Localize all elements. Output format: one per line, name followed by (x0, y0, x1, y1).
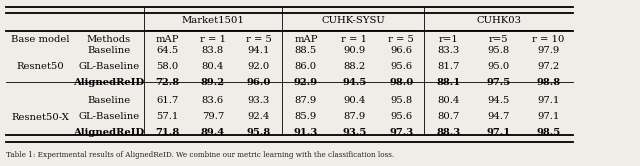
Text: Resnet50-X: Resnet50-X (11, 113, 69, 122)
Text: 90.9: 90.9 (343, 46, 365, 55)
Text: 64.5: 64.5 (156, 46, 178, 55)
Text: r = 1: r = 1 (341, 35, 367, 44)
Text: 97.5: 97.5 (486, 78, 511, 87)
Text: 98.8: 98.8 (536, 78, 560, 87)
Text: 92.0: 92.0 (248, 62, 269, 71)
Text: 94.5: 94.5 (342, 78, 367, 87)
Text: 90.4: 90.4 (343, 96, 365, 105)
Text: 58.0: 58.0 (156, 62, 178, 71)
Text: 80.7: 80.7 (438, 112, 460, 121)
Text: r = 1: r = 1 (200, 35, 226, 44)
Text: CUHK-SYSU: CUHK-SYSU (321, 16, 385, 25)
Text: Baseline: Baseline (87, 96, 131, 105)
Text: Base model: Base model (11, 35, 69, 44)
Text: Table 1: Experimental results of AlignedReID. We combine our metric learning wit: Table 1: Experimental results of Aligned… (6, 151, 394, 159)
Text: r=1: r=1 (439, 35, 459, 44)
Text: 94.7: 94.7 (488, 112, 509, 121)
Text: 79.7: 79.7 (202, 112, 224, 121)
Text: 93.5: 93.5 (342, 128, 367, 137)
Text: 91.3: 91.3 (294, 128, 318, 137)
Text: 71.8: 71.8 (155, 128, 179, 137)
Text: GL-Baseline: GL-Baseline (78, 62, 140, 71)
Text: AlignedReID: AlignedReID (73, 78, 145, 87)
Text: AlignedReID: AlignedReID (73, 128, 145, 137)
Text: 96.0: 96.0 (246, 78, 271, 87)
Text: 83.3: 83.3 (438, 46, 460, 55)
Text: 96.6: 96.6 (390, 46, 412, 55)
Text: 72.8: 72.8 (155, 78, 179, 87)
Text: 88.2: 88.2 (343, 62, 365, 71)
Text: 83.8: 83.8 (202, 46, 224, 55)
Text: 97.1: 97.1 (537, 112, 559, 121)
Text: r=5: r=5 (489, 35, 508, 44)
Text: GL-Baseline: GL-Baseline (78, 112, 140, 121)
Text: 57.1: 57.1 (156, 112, 178, 121)
Text: 97.1: 97.1 (486, 128, 511, 137)
Text: 87.9: 87.9 (343, 112, 365, 121)
Text: 97.1: 97.1 (537, 96, 559, 105)
Text: 94.5: 94.5 (488, 96, 509, 105)
Text: 98.5: 98.5 (536, 128, 560, 137)
Text: 86.0: 86.0 (295, 62, 317, 71)
Text: 80.4: 80.4 (202, 62, 224, 71)
Text: 98.0: 98.0 (389, 78, 413, 87)
Text: 85.9: 85.9 (295, 112, 317, 121)
Text: 83.6: 83.6 (202, 96, 224, 105)
Text: mAP: mAP (294, 35, 317, 44)
Text: Methods: Methods (87, 35, 131, 44)
Text: 87.9: 87.9 (295, 96, 317, 105)
Text: 61.7: 61.7 (156, 96, 178, 105)
Text: 81.7: 81.7 (438, 62, 460, 71)
Text: r = 5: r = 5 (388, 35, 414, 44)
Text: Market1501: Market1501 (181, 16, 244, 25)
Text: 89.4: 89.4 (201, 128, 225, 137)
Text: 97.3: 97.3 (389, 128, 413, 137)
Text: 92.9: 92.9 (294, 78, 318, 87)
Text: Resnet50: Resnet50 (16, 62, 64, 71)
Text: 88.1: 88.1 (437, 78, 461, 87)
Text: 95.8: 95.8 (390, 96, 412, 105)
Text: 95.6: 95.6 (390, 112, 412, 121)
Text: 97.2: 97.2 (537, 62, 559, 71)
Text: 95.8: 95.8 (246, 128, 271, 137)
Text: 97.9: 97.9 (537, 46, 559, 55)
Text: CUHK03: CUHK03 (476, 16, 521, 25)
Text: 80.4: 80.4 (438, 96, 460, 105)
Text: r = 5: r = 5 (246, 35, 271, 44)
Text: 93.3: 93.3 (248, 96, 269, 105)
Text: 88.3: 88.3 (437, 128, 461, 137)
Text: 95.0: 95.0 (488, 62, 509, 71)
Text: 95.8: 95.8 (488, 46, 509, 55)
Text: 92.4: 92.4 (248, 112, 269, 121)
Text: 88.5: 88.5 (295, 46, 317, 55)
Text: mAP: mAP (156, 35, 179, 44)
Text: 89.2: 89.2 (201, 78, 225, 87)
Text: Baseline: Baseline (87, 46, 131, 55)
Text: r = 10: r = 10 (532, 35, 564, 44)
Text: 94.1: 94.1 (247, 46, 270, 55)
Text: 95.6: 95.6 (390, 62, 412, 71)
